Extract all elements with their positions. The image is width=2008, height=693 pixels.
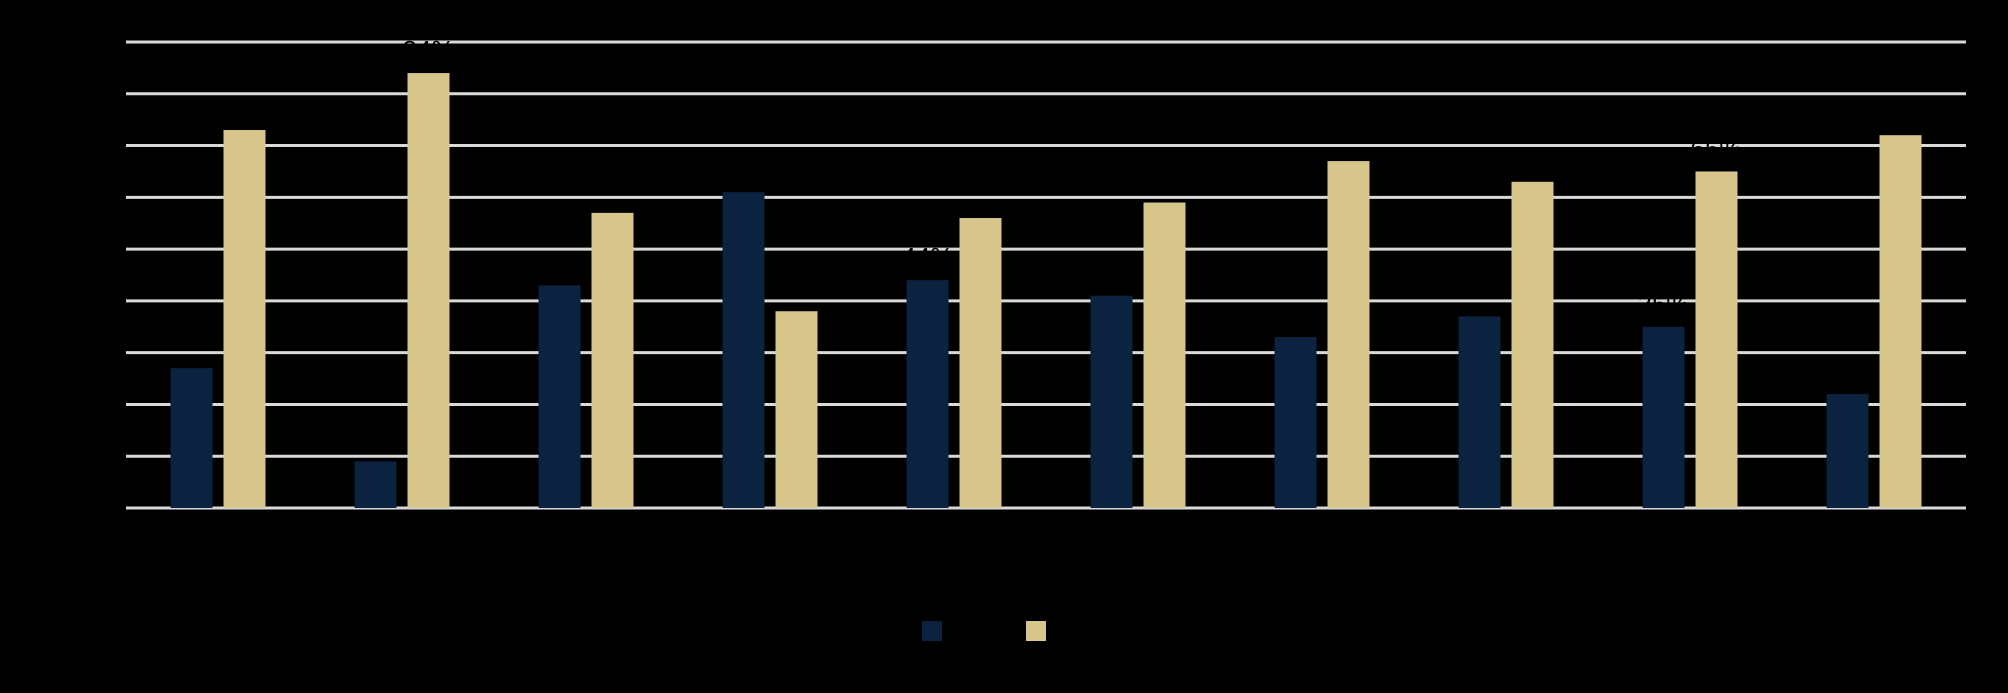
data-label: 61% <box>717 154 769 184</box>
bar-series-2-10 <box>1879 135 1922 508</box>
bar-series-2-5 <box>959 218 1002 509</box>
data-label: 65% <box>1690 133 1742 163</box>
bar-series-2-7 <box>1327 161 1370 509</box>
data-label: 44% <box>901 242 953 272</box>
bar-series-1-3 <box>538 285 581 508</box>
bar-series-1-1 <box>170 368 213 508</box>
data-label: 35% <box>1637 289 1689 319</box>
bar-series-1-7 <box>1274 337 1317 508</box>
bar-series-1-2 <box>354 461 397 508</box>
bar-series-2-9 <box>1695 171 1738 508</box>
gridlines <box>126 40 1966 510</box>
bar-series-1-9 <box>1642 326 1685 508</box>
data-label: 43% <box>533 247 585 277</box>
bars <box>170 73 1922 509</box>
bar-series-2-6 <box>1143 202 1186 508</box>
bar-series-1-5 <box>906 280 949 508</box>
bar-series-2-2 <box>407 73 450 509</box>
data-label: 41% <box>1085 258 1137 288</box>
bar-series-2-1 <box>223 130 266 508</box>
bar-series-1-10 <box>1826 394 1869 508</box>
data-label: 84% <box>402 35 454 65</box>
bar-series-1-6 <box>1090 295 1133 508</box>
data-labels: 43% 61% 44% 41% 33% 35% 73% 84% 63% 65% 72% <box>218 35 1926 329</box>
bar-series-2-3 <box>591 212 634 508</box>
legend-swatch-series-2 <box>1026 621 1046 641</box>
legend <box>922 621 1046 641</box>
data-label: 72% <box>1874 97 1926 127</box>
data-label: 63% <box>1506 144 1558 174</box>
data-label: 73% <box>218 92 270 122</box>
bar-series-2-8 <box>1511 181 1554 509</box>
bar-series-2-4 <box>775 311 818 508</box>
legend-swatch-series-1 <box>922 621 942 641</box>
bar-series-1-4 <box>722 192 765 508</box>
bar-series-1-8 <box>1458 316 1501 508</box>
data-label: 33% <box>1269 299 1321 329</box>
